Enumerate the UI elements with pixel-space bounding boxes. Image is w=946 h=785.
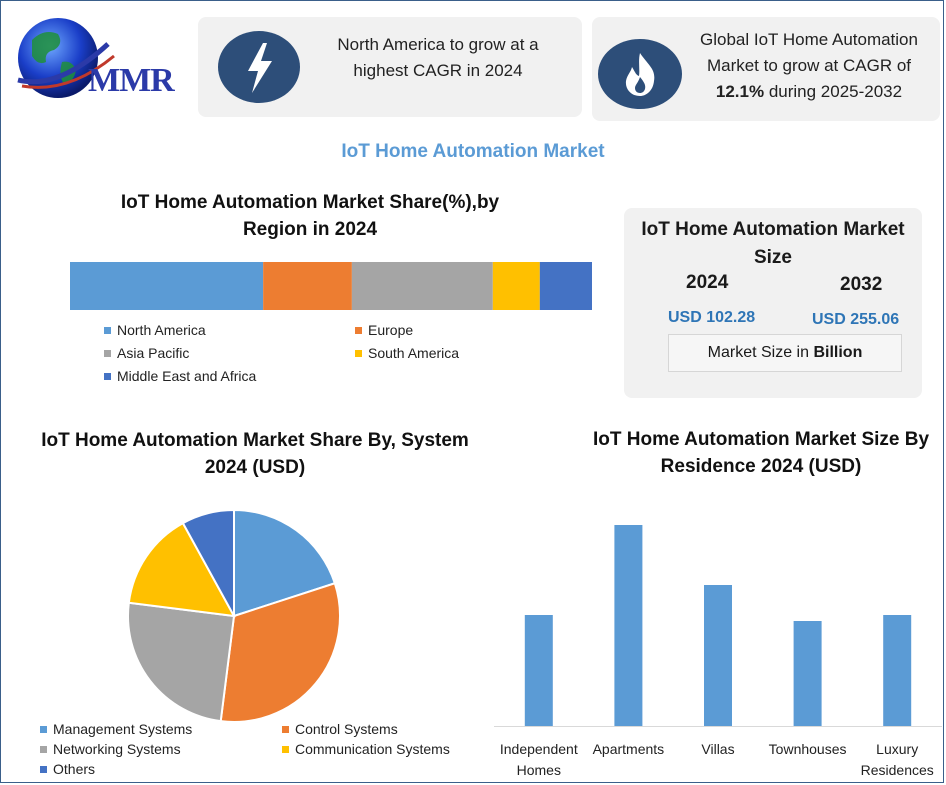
legend-label: Management Systems: [53, 721, 193, 737]
logo-text: MMR: [88, 62, 175, 99]
market-size-panel: IoT Home Automation Market Size 2024 203…: [624, 208, 922, 398]
legend-item-europe: Europe: [355, 322, 413, 338]
globe-icon: [17, 18, 115, 98]
cagr-text: Global IoT Home Automation Market to gro…: [682, 27, 936, 105]
legend-label: Others: [53, 761, 96, 777]
mmr-logo: MMR: [10, 10, 180, 105]
legend-label: Communication Systems: [295, 741, 450, 757]
year-2032-label: 2032: [840, 274, 883, 295]
legend-item-management-systems: Management Systems: [40, 721, 192, 737]
legend-item-south-america: South America: [355, 345, 459, 361]
x-tick-apartments: Apartments: [592, 741, 665, 757]
value-2024: USD 102.28: [668, 309, 756, 326]
bar-townhouses: [793, 621, 822, 726]
legend-label: Control Systems: [295, 721, 398, 737]
legend-swatch: [355, 350, 362, 357]
pie-slice-others: [181, 508, 235, 617]
legend-item-middle-east-and-africa: Middle East and Africa: [104, 368, 256, 384]
pie-slice-networking-systems: [127, 601, 236, 723]
legend-item-others: Others: [40, 761, 95, 777]
region-growth-text: North America to grow at a highest CAGR …: [337, 35, 539, 80]
region-chart-title: IoT Home Automation Market Share(%),by R…: [120, 192, 500, 240]
legend-label: North America: [117, 322, 206, 338]
lightning-icon: [218, 31, 300, 103]
x-tick-townhouses: Townhouses: [768, 741, 847, 757]
x-tick-luxury-residences: Luxury Residences: [860, 741, 934, 778]
pie-slice-management-systems: [233, 508, 337, 618]
legend-swatch: [40, 746, 47, 753]
legend-swatch: [104, 327, 111, 334]
pie-slice-control-systems: [219, 581, 341, 723]
legend-swatch: [282, 726, 289, 733]
legend-swatch: [40, 766, 47, 773]
stack-segment-asia-pacific: [351, 262, 493, 310]
unit-label: Market Size in Billion: [668, 334, 902, 372]
bar-independent-homes: [524, 615, 553, 726]
bar-luxury-residences: [883, 615, 912, 726]
bar-apartments: [614, 525, 643, 726]
system-chart-title: IoT Home Automation Market Share By, Sys…: [41, 430, 469, 478]
legend-swatch: [104, 373, 111, 380]
pie-slice-communication-systems: [127, 521, 236, 618]
x-tick-independent-homes: Independent Homes: [499, 741, 578, 778]
stack-segment-europe: [263, 262, 352, 310]
highlight-card-region: North America to grow at a highest CAGR …: [198, 17, 582, 117]
legend-label: Asia Pacific: [117, 345, 190, 361]
system-pie-chart: [127, 508, 341, 723]
market-size-title: IoT Home Automation Market Size: [641, 219, 905, 268]
stack-segment-north-america: [70, 262, 264, 310]
x-tick-villas: Villas: [701, 741, 735, 757]
value-2032: USD 255.06: [812, 311, 900, 328]
unit-prefix: Market Size in: [707, 344, 814, 361]
legend-item-communication-systems: Communication Systems: [282, 741, 450, 757]
legend-item-asia-pacific: Asia Pacific: [104, 345, 189, 361]
flame-icon: [598, 39, 682, 109]
legend-item-networking-systems: Networking Systems: [40, 741, 181, 757]
cagr-text-suffix: during 2025-2032: [764, 82, 903, 101]
bar-villas: [704, 585, 732, 726]
residence-chart-title: IoT Home Automation Market Size By Resid…: [592, 429, 930, 477]
legend-label: Networking Systems: [53, 741, 181, 757]
unit-bold: Billion: [813, 344, 863, 361]
legend-swatch: [355, 327, 362, 334]
legend-swatch: [40, 726, 47, 733]
highlight-card-cagr: Global IoT Home Automation Market to gro…: [592, 17, 940, 121]
region-stacked-bar-chart: [70, 262, 592, 310]
legend-swatch: [282, 746, 289, 753]
stack-segment-south-america: [492, 262, 540, 310]
legend-label: South America: [368, 345, 460, 361]
residence-bar-chart: [494, 525, 942, 727]
year-2024-label: 2024: [686, 272, 729, 293]
cagr-value: 12.1%: [715, 82, 765, 101]
legend-swatch: [104, 350, 111, 357]
legend-item-control-systems: Control Systems: [282, 721, 398, 737]
legend-label: Europe: [368, 322, 414, 338]
page-title: IoT Home Automation Market: [341, 141, 605, 162]
cagr-text-prefix: Global IoT Home Automation Market to gro…: [700, 30, 918, 75]
legend-item-north-america: North America: [104, 322, 206, 338]
legend-label: Middle East and Africa: [117, 368, 257, 384]
stack-segment-middle-east-and-africa: [539, 262, 592, 310]
